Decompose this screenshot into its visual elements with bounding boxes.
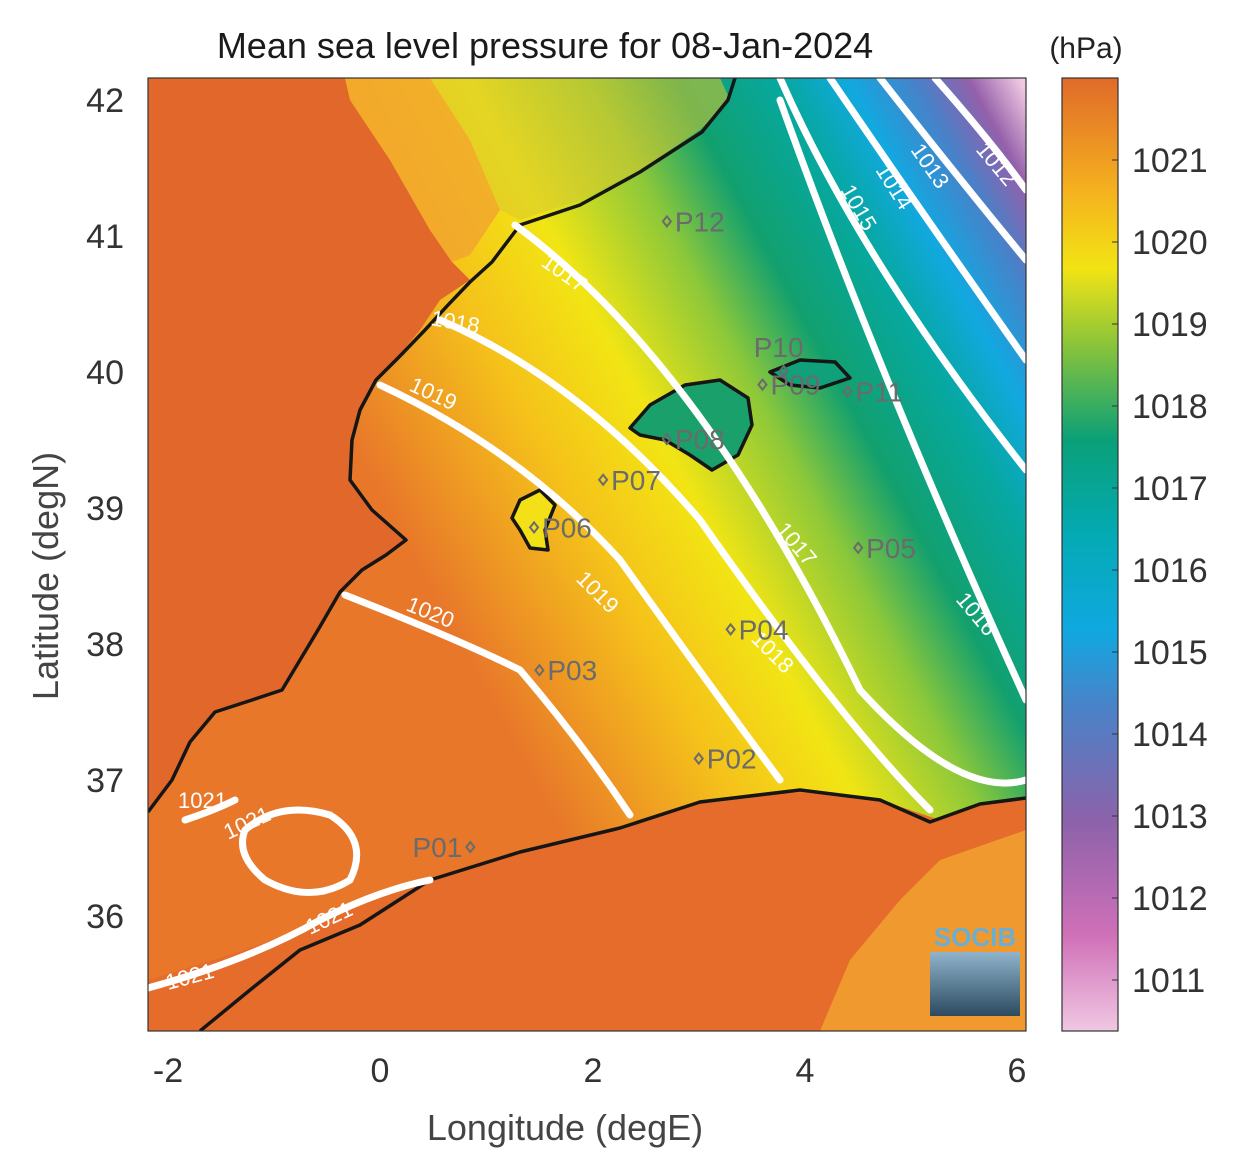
y-axis-label: Latitude (degN) xyxy=(25,452,66,700)
isobar-1013 xyxy=(876,78,1026,264)
isobar-1021-west xyxy=(181,796,239,824)
y-tick-label: 42 xyxy=(86,82,124,120)
station-marker xyxy=(725,622,736,637)
isobar-1019 xyxy=(376,381,784,784)
colorbar-tick-label: 1020 xyxy=(1132,224,1208,262)
station-label: P05 xyxy=(866,533,916,564)
logo-wave xyxy=(930,952,1020,1016)
colorbar-gradient xyxy=(1061,77,1119,1032)
land-iberia xyxy=(148,78,470,810)
station-label: P12 xyxy=(675,206,725,237)
logo-text: SOCIB xyxy=(934,922,1016,952)
y-tick-label: 38 xyxy=(86,626,124,664)
isobar-1015 xyxy=(776,78,1026,474)
isobar-1021-south xyxy=(148,876,434,992)
isobar-1018 xyxy=(436,316,934,814)
map-plot-area xyxy=(148,78,1026,1031)
colorbar-tick-label: 1013 xyxy=(1132,798,1208,836)
x-axis: -2 0 2 4 6 Longitude (degE) xyxy=(153,1052,1027,1148)
station-marker xyxy=(534,663,545,677)
station-label: P07 xyxy=(611,465,661,496)
station-label: P10 xyxy=(754,332,804,363)
station-label: P09 xyxy=(771,370,821,401)
x-tick-label: 2 xyxy=(584,1052,603,1090)
colorbar-tick-label: 1017 xyxy=(1132,470,1208,508)
station-marker xyxy=(661,214,673,229)
station-marker xyxy=(842,384,853,399)
land-north-africa xyxy=(148,792,1026,1031)
station-label: P03 xyxy=(547,655,597,686)
station-label: P02 xyxy=(707,744,757,775)
coastline-africa xyxy=(198,788,1026,1031)
isobar-1021-loop xyxy=(239,806,361,896)
colorbar-tick-label: 1019 xyxy=(1132,306,1208,344)
colorbar-tick-label: 1016 xyxy=(1132,552,1208,590)
coastline-ibiza xyxy=(510,488,557,552)
station-label: P08 xyxy=(675,424,725,455)
x-tick-label: 6 xyxy=(1008,1052,1027,1090)
station-marker xyxy=(693,751,705,766)
isobar-label: 1021 xyxy=(178,788,227,813)
colorbar-tick-label: 1011 xyxy=(1132,962,1205,1000)
colorbar: 1011 1012 1013 1014 1015 1016 1017 1018 1019 1020… xyxy=(1061,77,1208,1032)
colorbar-tick-label: 1012 xyxy=(1132,880,1208,918)
socib-logo: SOCIB xyxy=(930,922,1020,1016)
colorbar-tick-label: 1014 xyxy=(1132,716,1208,754)
y-tick-label: 39 xyxy=(86,490,124,528)
station-label: P01 xyxy=(412,832,462,863)
station-marker xyxy=(465,840,476,854)
y-axis: 36 37 38 39 40 41 42 Latitude (degN) xyxy=(25,82,124,936)
station-marker xyxy=(757,377,768,392)
station-marker xyxy=(778,364,790,378)
y-tick-label: 41 xyxy=(86,218,124,256)
station-marker xyxy=(852,541,864,555)
y-tick-label: 37 xyxy=(86,762,124,800)
isobar-1017 xyxy=(511,221,1026,787)
y-tick-label: 36 xyxy=(86,898,124,936)
x-tick-label: -2 xyxy=(153,1052,183,1090)
station-markers: P01 P02 P03 P04 P05 P06 P07 P08 P09 P10 P11 P12 xyxy=(412,206,915,863)
station-label: P11 xyxy=(856,376,904,407)
x-tick-label: 0 xyxy=(371,1052,390,1090)
colorbar-unit: (hPa) xyxy=(1049,32,1122,65)
land-northeast xyxy=(430,78,730,220)
island-menorca xyxy=(770,360,850,388)
isobar-1016 xyxy=(776,96,1026,704)
land-coastal-band xyxy=(345,78,500,262)
plot-frame xyxy=(147,77,1027,1032)
y-tick-label: 40 xyxy=(86,354,124,392)
isobar-1020 xyxy=(341,591,634,819)
colorbar-tick-label: 1015 xyxy=(1132,634,1208,672)
station-marker xyxy=(597,473,609,487)
station-marker xyxy=(661,432,673,446)
colorbar-tick-label: 1021 xyxy=(1132,142,1208,180)
coastline-menorca xyxy=(768,358,852,390)
coastline-iberia xyxy=(148,78,737,814)
station-marker xyxy=(528,520,540,535)
colorbar-ticks: 1011 1012 1013 1014 1015 1016 1017 1018 1019 1020… xyxy=(1112,142,1208,1000)
isobar-1014 xyxy=(826,78,1026,364)
colorbar-tick-label: 1018 xyxy=(1132,388,1208,426)
chart-title: Mean sea level pressure for 08-Jan-2024 xyxy=(217,25,873,66)
x-tick-label: 4 xyxy=(796,1052,815,1090)
x-axis-label: Longitude (degE) xyxy=(427,1107,703,1148)
station-label: P06 xyxy=(542,512,592,543)
station-label: P04 xyxy=(739,614,789,645)
isobar-1012 xyxy=(931,78,1026,194)
